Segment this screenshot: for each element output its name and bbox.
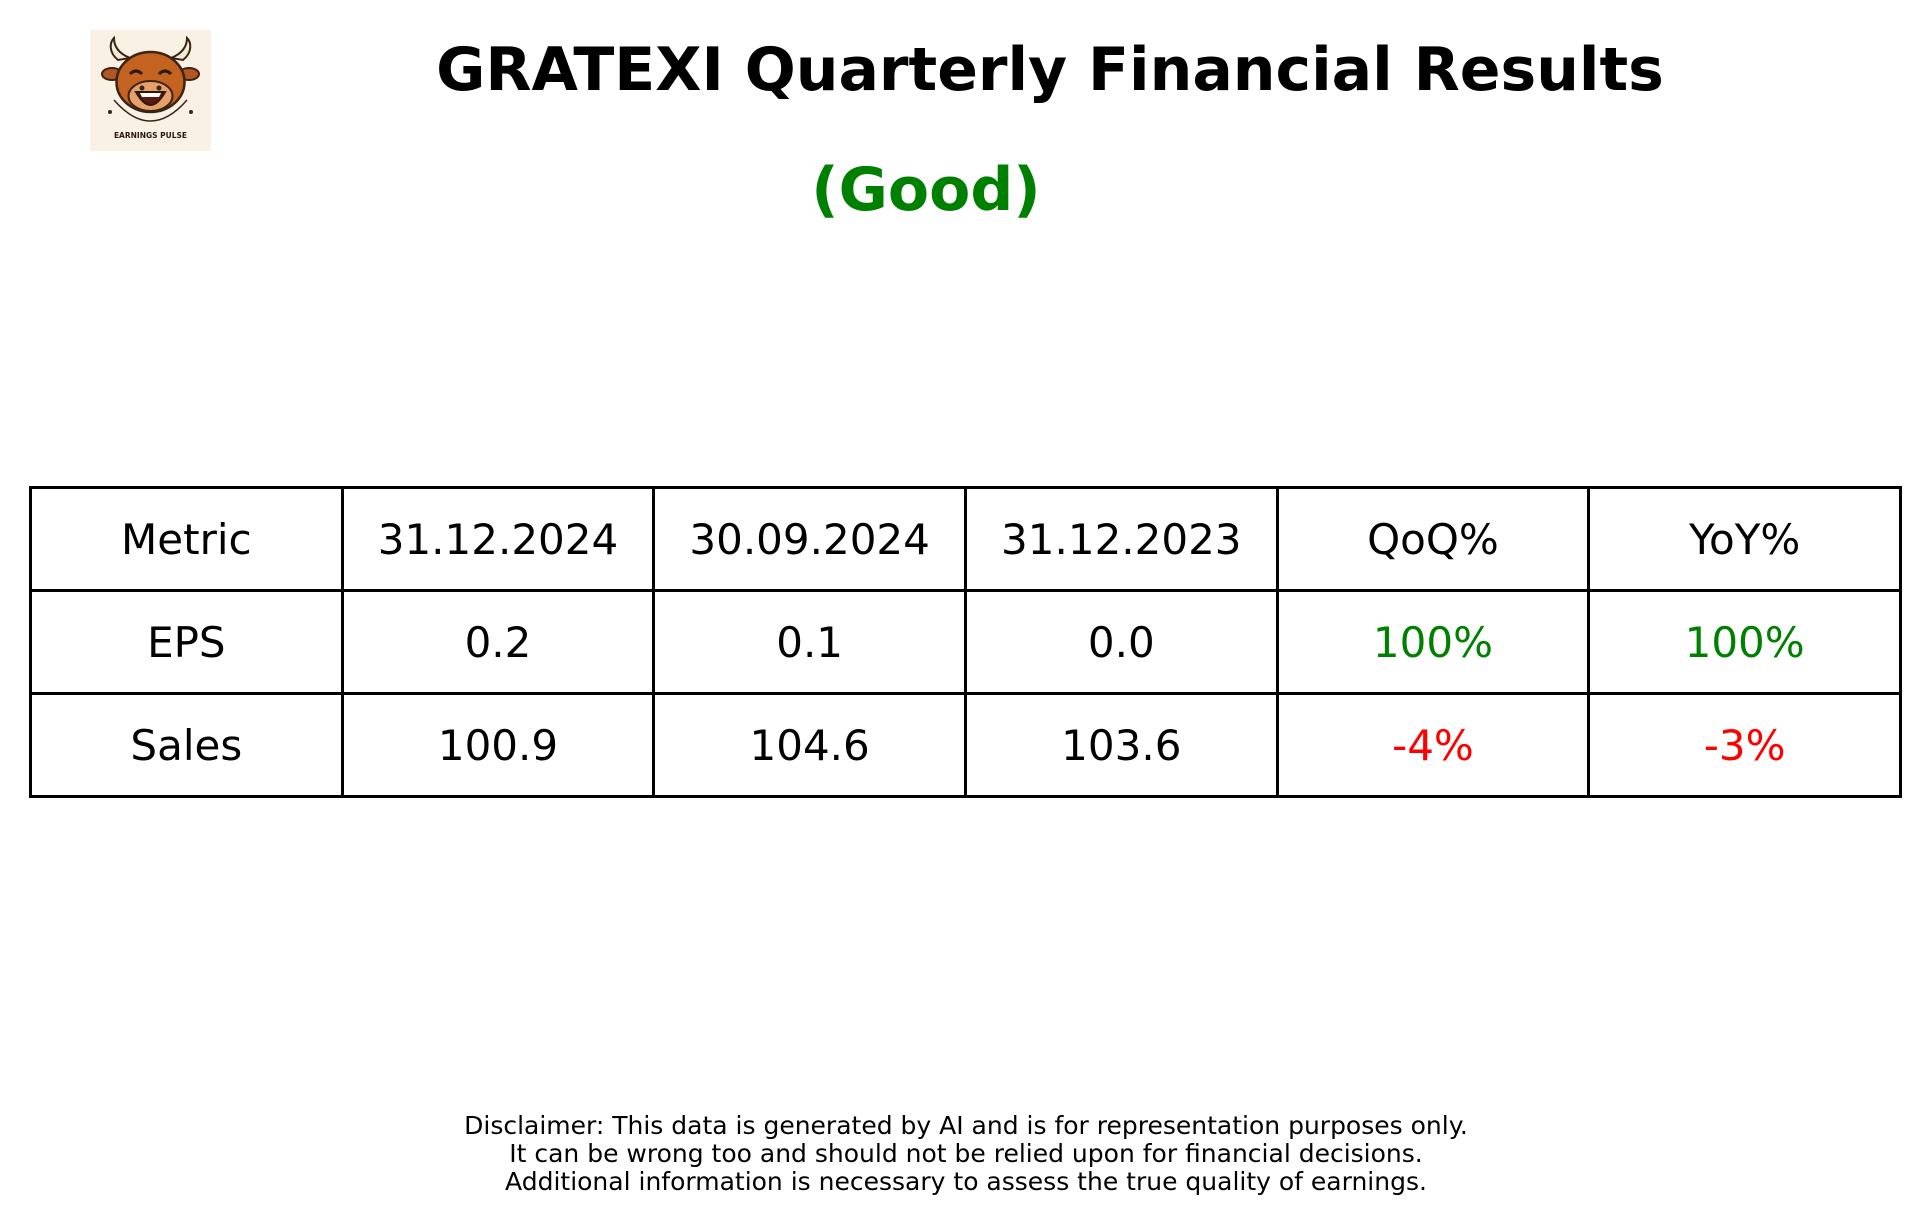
qoq-change: -4% [1275,692,1591,798]
column-header-metric: Metric [29,486,344,592]
disclaimer: Disclaimer: This data is generated by AI… [0,1112,1919,1196]
column-header-previous-quarter: 30.09.2024 [652,486,967,592]
results-table: Metric 31.12.2024 30.09.2024 31.12.2023 … [29,486,1902,798]
table-row: EPS 0.2 0.1 0.0 100% 100% [29,589,1902,695]
qoq-change: 100% [1275,589,1591,695]
svg-text:EARNINGS PULSE: EARNINGS PULSE [114,131,187,140]
year-ago-quarter-value: 0.0 [963,589,1279,695]
yoy-change: -3% [1587,692,1902,798]
earnings-pulse-logo: EARNINGS PULSE [90,30,211,151]
disclaimer-line: Disclaimer: This data is generated by AI… [464,1111,1468,1140]
column-header-qoq: QoQ% [1275,486,1591,592]
current-quarter-value: 100.9 [340,692,656,798]
table-row: Sales 100.9 104.6 103.6 -4% -3% [29,692,1902,798]
year-ago-quarter-value: 103.6 [963,692,1279,798]
disclaimer-line: It can be wrong too and should not be re… [509,1139,1423,1168]
rating-label: (Good) [811,155,1041,225]
column-header-current-quarter: 31.12.2024 [340,486,656,592]
previous-quarter-value: 104.6 [652,692,967,798]
metric-name: EPS [29,589,344,695]
column-header-year-ago-quarter: 31.12.2023 [963,486,1279,592]
bull-mascot-icon: EARNINGS PULSE [90,30,211,151]
column-header-yoy: YoY% [1587,486,1902,592]
metric-name: Sales [29,692,344,798]
current-quarter-value: 0.2 [340,589,656,695]
yoy-change: 100% [1587,589,1902,695]
disclaimer-line: Additional information is necessary to a… [505,1167,1427,1196]
previous-quarter-value: 0.1 [652,589,967,695]
page-title: GRATEXI Quarterly Financial Results [436,35,1664,105]
table-header-row: Metric 31.12.2024 30.09.2024 31.12.2023 … [29,486,1902,592]
